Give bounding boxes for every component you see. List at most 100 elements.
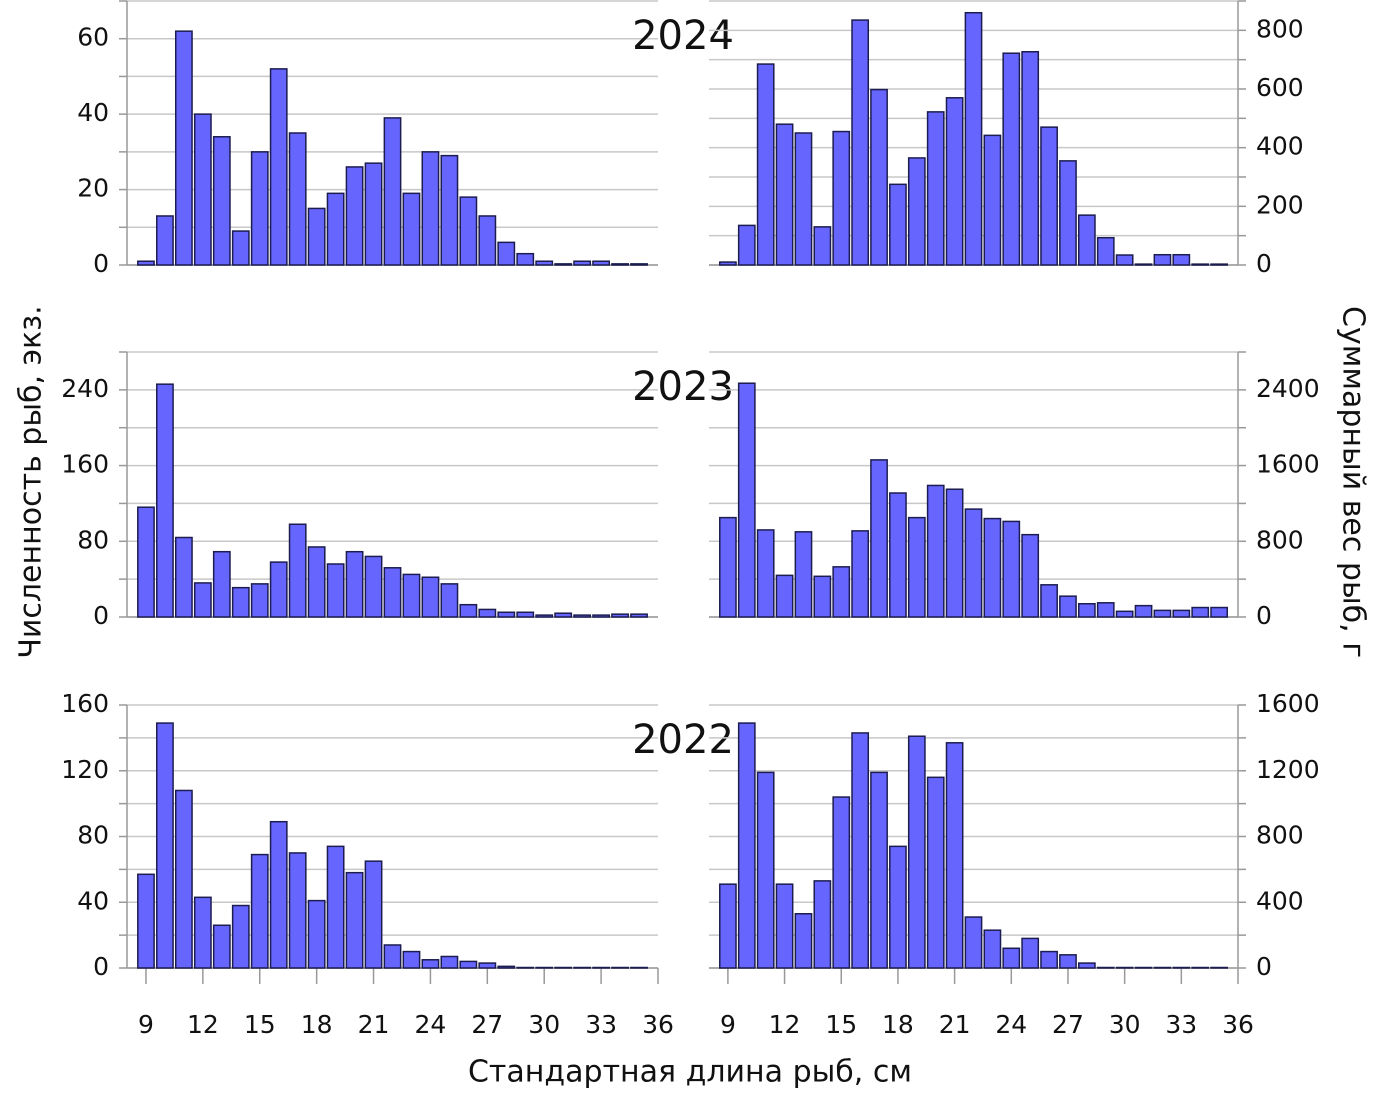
x-tick-label: 18	[882, 1010, 914, 1039]
bar	[252, 584, 268, 617]
bar	[157, 384, 173, 617]
bar	[909, 518, 925, 617]
x-tick-label: 30	[1109, 1010, 1141, 1039]
y-tick-label: 60	[77, 23, 109, 52]
y-tick-label: 400	[1256, 132, 1304, 161]
bar	[536, 261, 552, 265]
y-tick-label: 0	[93, 601, 109, 630]
bar	[739, 383, 755, 617]
y-tick-label: 0	[1256, 249, 1272, 278]
bar	[965, 917, 981, 968]
bar	[479, 609, 495, 617]
x-tick-label: 12	[769, 1010, 801, 1039]
bar	[852, 20, 868, 265]
bar	[1060, 596, 1076, 617]
bar	[1003, 948, 1019, 968]
bar	[460, 197, 476, 265]
bar	[308, 901, 324, 968]
bar	[536, 615, 552, 617]
y-axis-label-right: Суммарный вес рыб, г	[1336, 306, 1371, 658]
bar	[176, 790, 192, 968]
y-tick-label: 80	[77, 821, 109, 850]
bar	[965, 13, 981, 265]
x-tick-label: 15	[825, 1010, 857, 1039]
y-tick-label: 80	[77, 525, 109, 554]
bar	[1022, 938, 1038, 968]
x-axis-label: Стандартная длина рыб, см	[468, 1055, 912, 1090]
y-tick-label: 160	[61, 689, 109, 718]
bar	[195, 897, 211, 968]
bar	[498, 242, 514, 265]
bar	[365, 861, 381, 968]
bar	[346, 552, 362, 617]
x-tick-label: 33	[1165, 1010, 1197, 1039]
bar	[928, 777, 944, 968]
bar	[138, 507, 154, 617]
bar	[233, 588, 249, 617]
bar	[422, 577, 438, 617]
bar	[1098, 238, 1114, 265]
x-tick-label: 36	[1222, 1010, 1254, 1039]
bar	[928, 485, 944, 617]
bar	[271, 822, 287, 968]
bar	[758, 772, 774, 968]
bar	[346, 873, 362, 968]
y-tick-label: 240	[61, 374, 109, 403]
bar	[574, 261, 590, 265]
bar	[871, 90, 887, 265]
bar	[795, 133, 811, 265]
panel-title: 2024	[632, 13, 734, 59]
bar	[871, 772, 887, 968]
bar	[138, 261, 154, 265]
bar	[1211, 264, 1227, 265]
bar	[928, 112, 944, 265]
bar	[460, 605, 476, 617]
bar	[612, 614, 628, 617]
bar	[460, 961, 476, 968]
bar	[758, 64, 774, 265]
bar	[176, 538, 192, 618]
y-tick-label: 0	[1256, 952, 1272, 981]
bar	[195, 583, 211, 617]
y-tick-label: 40	[77, 886, 109, 915]
bar	[909, 158, 925, 265]
bar	[384, 945, 400, 968]
bar	[946, 743, 962, 968]
bar	[833, 797, 849, 968]
bar	[365, 163, 381, 265]
bar	[422, 152, 438, 265]
bar	[631, 614, 647, 617]
bar	[1022, 52, 1038, 265]
bar	[384, 118, 400, 265]
bar	[1173, 255, 1189, 265]
y-tick-label: 800	[1256, 14, 1304, 43]
bar	[1211, 608, 1227, 617]
bar	[1154, 610, 1170, 617]
bar	[1079, 215, 1095, 265]
bar	[157, 723, 173, 968]
bar	[739, 225, 755, 265]
y-axis-label-left: Численность рыб, экз.	[14, 305, 49, 658]
bar	[308, 208, 324, 265]
x-tick-label: 21	[358, 1010, 390, 1039]
y-tick-label: 800	[1256, 525, 1304, 554]
bar	[176, 31, 192, 265]
bar	[946, 98, 962, 265]
bar	[1041, 952, 1057, 968]
bar	[833, 132, 849, 265]
bar	[384, 568, 400, 617]
bar	[1154, 255, 1170, 265]
bar	[720, 262, 736, 265]
bar	[1041, 127, 1057, 265]
bar	[814, 881, 830, 968]
bar	[984, 519, 1000, 617]
bar	[1060, 161, 1076, 265]
y-tick-label: 800	[1256, 821, 1304, 850]
y-tick-label: 600	[1256, 73, 1304, 102]
y-tick-label: 20	[77, 174, 109, 203]
bar	[814, 576, 830, 617]
bar	[271, 69, 287, 265]
x-tick-label: 33	[585, 1010, 617, 1039]
bar	[1117, 611, 1133, 617]
